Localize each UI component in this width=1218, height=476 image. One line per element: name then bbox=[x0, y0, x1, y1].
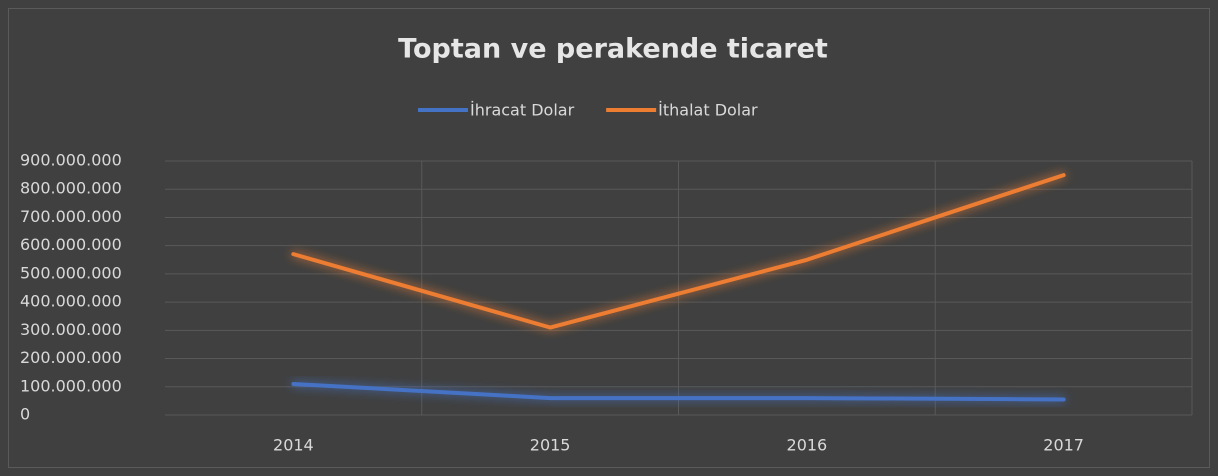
y-tick-label: 800.000.000 bbox=[20, 179, 122, 198]
series-line bbox=[291, 173, 1066, 330]
y-tick-label: 500.000.000 bbox=[20, 263, 122, 282]
x-tick-label: 2015 bbox=[530, 436, 571, 455]
y-tick-label: 400.000.000 bbox=[20, 292, 122, 311]
x-tick-label: 2017 bbox=[1043, 436, 1084, 455]
y-tick-label: 600.000.000 bbox=[20, 235, 122, 254]
y-tick-label: 100.000.000 bbox=[20, 376, 122, 395]
chart-border bbox=[8, 8, 1210, 468]
y-tick-label: 0 bbox=[20, 405, 30, 424]
series-line bbox=[291, 381, 1066, 402]
x-tick-label: 2016 bbox=[787, 436, 828, 455]
legend-label: İhracat Dolar bbox=[470, 101, 575, 120]
y-tick-label: 300.000.000 bbox=[20, 320, 122, 339]
y-tick-label: 700.000.000 bbox=[20, 207, 122, 226]
y-tick-label: 200.000.000 bbox=[20, 348, 122, 367]
x-tick-label: 2014 bbox=[273, 436, 314, 455]
y-tick-label: 900.000.000 bbox=[20, 151, 122, 170]
legend-label: İthalat Dolar bbox=[658, 101, 758, 120]
chart-title: Toptan ve perakende ticaret bbox=[398, 34, 828, 65]
